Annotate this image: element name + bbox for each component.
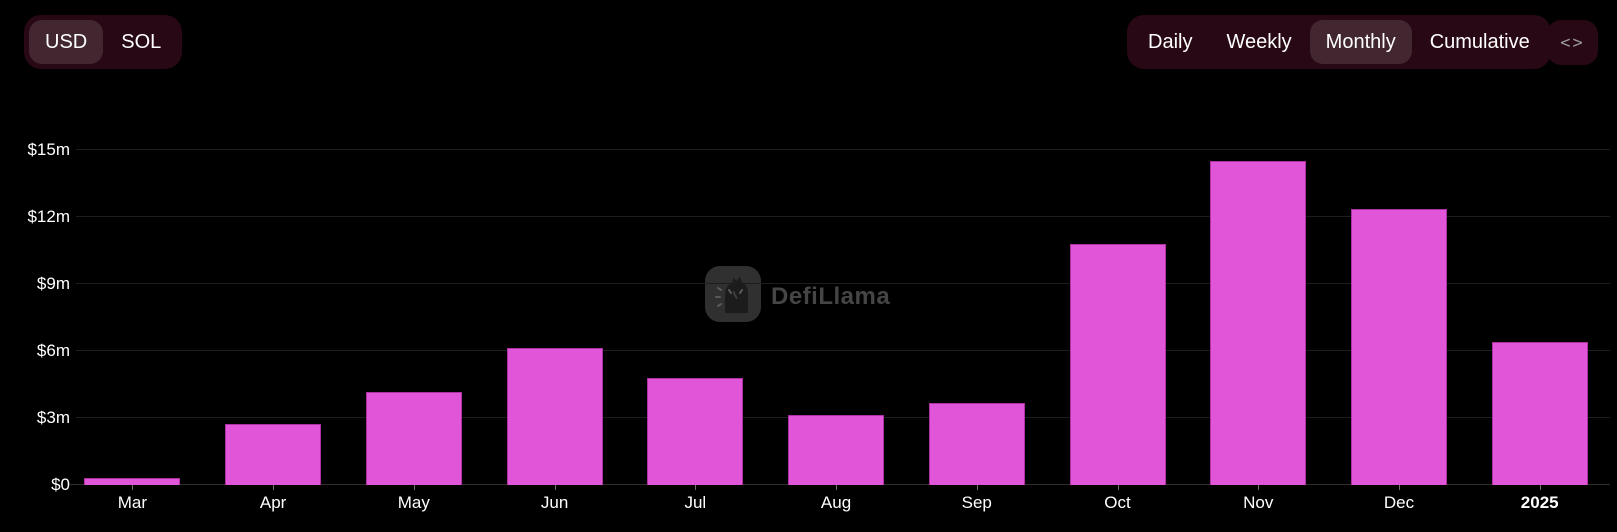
x-axis-tick xyxy=(554,485,556,490)
x-axis-label-jun: Jun xyxy=(540,493,569,512)
gridline xyxy=(76,283,1610,284)
bar-oct[interactable] xyxy=(1069,243,1166,485)
interval-weekly-button[interactable]: Weekly xyxy=(1210,20,1307,64)
x-axis-label-may: May xyxy=(397,493,430,512)
x-axis-label-apr: Apr xyxy=(259,493,287,512)
gridline xyxy=(76,350,1610,351)
bar-apr[interactable] xyxy=(225,423,322,485)
code-icon: <> xyxy=(1560,32,1585,53)
x-axis-label-2025: 2025 xyxy=(1520,493,1559,512)
gridline xyxy=(76,149,1610,150)
bar-may[interactable] xyxy=(365,392,462,485)
x-axis-label-sep: Sep xyxy=(961,493,992,512)
bar-slot-jun: Jun xyxy=(484,150,625,512)
y-axis-tick-label: $0 xyxy=(51,475,70,494)
bar-slot-oct: Oct xyxy=(1047,150,1188,512)
bar-slot-may: May xyxy=(343,150,484,512)
bar-2025[interactable] xyxy=(1491,342,1588,485)
y-axis-tick-label: $6m xyxy=(36,341,70,360)
plot-area: Mar Apr May Jun Jul Aug Sep Oct Nov Dec 2025 xyxy=(62,149,1610,512)
bar-slot-jul: Jul xyxy=(625,150,766,512)
x-axis-tick xyxy=(132,485,134,490)
bar-slot-aug: Aug xyxy=(766,150,907,512)
currency-usd-button[interactable]: USD xyxy=(29,20,104,64)
y-axis-tick-label: $12m xyxy=(27,207,70,226)
bar-aug[interactable] xyxy=(788,414,885,485)
bar-nov[interactable] xyxy=(1210,161,1307,485)
x-axis-label-nov: Nov xyxy=(1243,493,1274,512)
x-axis-tick xyxy=(695,485,697,490)
bar-slot-2025: 2025 xyxy=(1469,150,1610,512)
bar-sep[interactable] xyxy=(928,403,1025,485)
bar-slot-nov: Nov xyxy=(1188,150,1329,512)
x-axis-tick xyxy=(1258,485,1260,490)
bar-jun[interactable] xyxy=(506,347,603,485)
interval-toggle: Daily Weekly Monthly Cumulative xyxy=(1127,15,1551,69)
interval-cumulative-button[interactable]: Cumulative xyxy=(1414,20,1546,64)
y-axis-tick-label: $9m xyxy=(36,274,70,293)
y-axis-tick-label: $15m xyxy=(27,140,70,159)
x-axis-tick xyxy=(413,485,415,490)
gridline xyxy=(76,216,1610,217)
x-axis-label-aug: Aug xyxy=(820,493,852,512)
bar-mar[interactable] xyxy=(84,478,181,485)
x-axis-tick xyxy=(1539,485,1541,490)
interval-daily-button[interactable]: Daily xyxy=(1132,20,1208,64)
x-axis-label-mar: Mar xyxy=(117,493,147,512)
bar-slot-dec: Dec xyxy=(1329,150,1470,512)
x-axis-tick xyxy=(1117,485,1119,490)
currency-sol-button[interactable]: SOL xyxy=(105,20,177,64)
embed-code-button[interactable]: <> xyxy=(1547,20,1598,65)
bar-slot-mar: Mar xyxy=(62,150,203,512)
bar-slot-apr: Apr xyxy=(203,150,344,512)
y-axis-tick-label: $3m xyxy=(36,408,70,427)
bar-jul[interactable] xyxy=(647,377,744,485)
bar-dec[interactable] xyxy=(1350,209,1447,485)
x-axis-tick xyxy=(976,485,978,490)
interval-monthly-button[interactable]: Monthly xyxy=(1309,20,1412,64)
bar-slot-sep: Sep xyxy=(906,150,1047,512)
currency-toggle: USD SOL xyxy=(24,15,183,69)
x-axis-tick xyxy=(1398,485,1400,490)
x-axis-label-dec: Dec xyxy=(1383,493,1415,512)
x-axis-tick xyxy=(273,485,275,490)
x-axis-label-oct: Oct xyxy=(1104,493,1131,512)
x-axis-label-jul: Jul xyxy=(684,493,707,512)
x-axis-tick xyxy=(836,485,838,490)
